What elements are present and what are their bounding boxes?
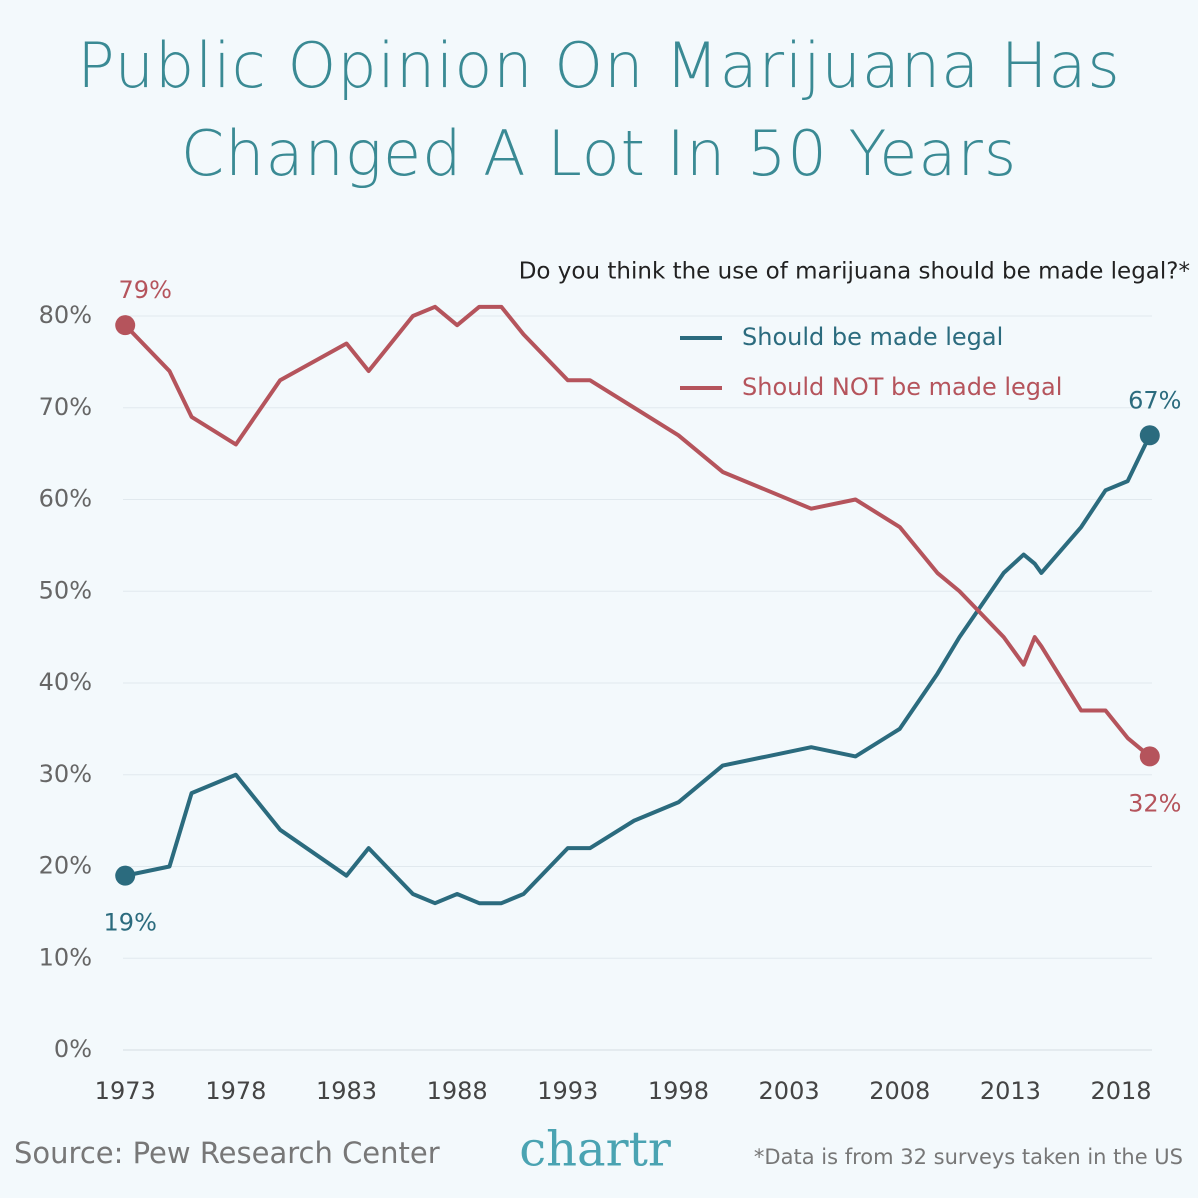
x-tick-label: 1998 — [648, 1077, 709, 1105]
y-tick-label: 0% — [54, 1035, 92, 1063]
y-tick-label: 10% — [39, 943, 92, 971]
series-line — [123, 304, 1152, 758]
brand: chartr — [519, 1122, 671, 1178]
footnote: *Data is from 32 surveys taken in the US — [754, 1145, 1183, 1169]
x-tick-label: 2013 — [980, 1077, 1041, 1105]
x-tick-label: 1993 — [537, 1077, 598, 1105]
y-tick-label: 50% — [39, 576, 92, 604]
x-tick-label: 1983 — [316, 1077, 377, 1105]
legend-label: Should NOT be made legal — [742, 373, 1062, 401]
x-tick-label: 1973 — [95, 1077, 156, 1105]
value-label: 79% — [119, 276, 172, 304]
value-label: 19% — [104, 909, 157, 937]
y-tick-label: 70% — [39, 393, 92, 421]
y-tick-label: 60% — [39, 485, 92, 513]
y-tick-label: 30% — [39, 760, 92, 788]
legend-label: Should be made legal — [742, 323, 1003, 351]
y-tick-label: 20% — [39, 852, 92, 880]
x-tick-label: 2008 — [869, 1077, 930, 1105]
x-tick-label: 2003 — [759, 1077, 820, 1105]
y-tick-label: 80% — [39, 301, 92, 329]
end-point — [115, 315, 136, 336]
x-tick-label: 1978 — [205, 1077, 266, 1105]
source: Source: Pew Research Center — [14, 1136, 440, 1170]
end-point — [115, 865, 136, 886]
chart-title: Public Opinion On Marijuana Has Changed … — [77, 29, 1121, 190]
y-tick-label: 40% — [39, 668, 92, 696]
x-tick-label: 2018 — [1090, 1077, 1151, 1105]
value-label: 67% — [1128, 386, 1181, 414]
end-point — [1139, 425, 1160, 446]
x-tick-label: 1988 — [427, 1077, 488, 1105]
chart-subtitle: Do you think the use of marijuana should… — [519, 259, 1190, 285]
value-label: 32% — [1128, 789, 1181, 817]
end-point — [1139, 746, 1160, 767]
series-line — [124, 434, 1152, 906]
